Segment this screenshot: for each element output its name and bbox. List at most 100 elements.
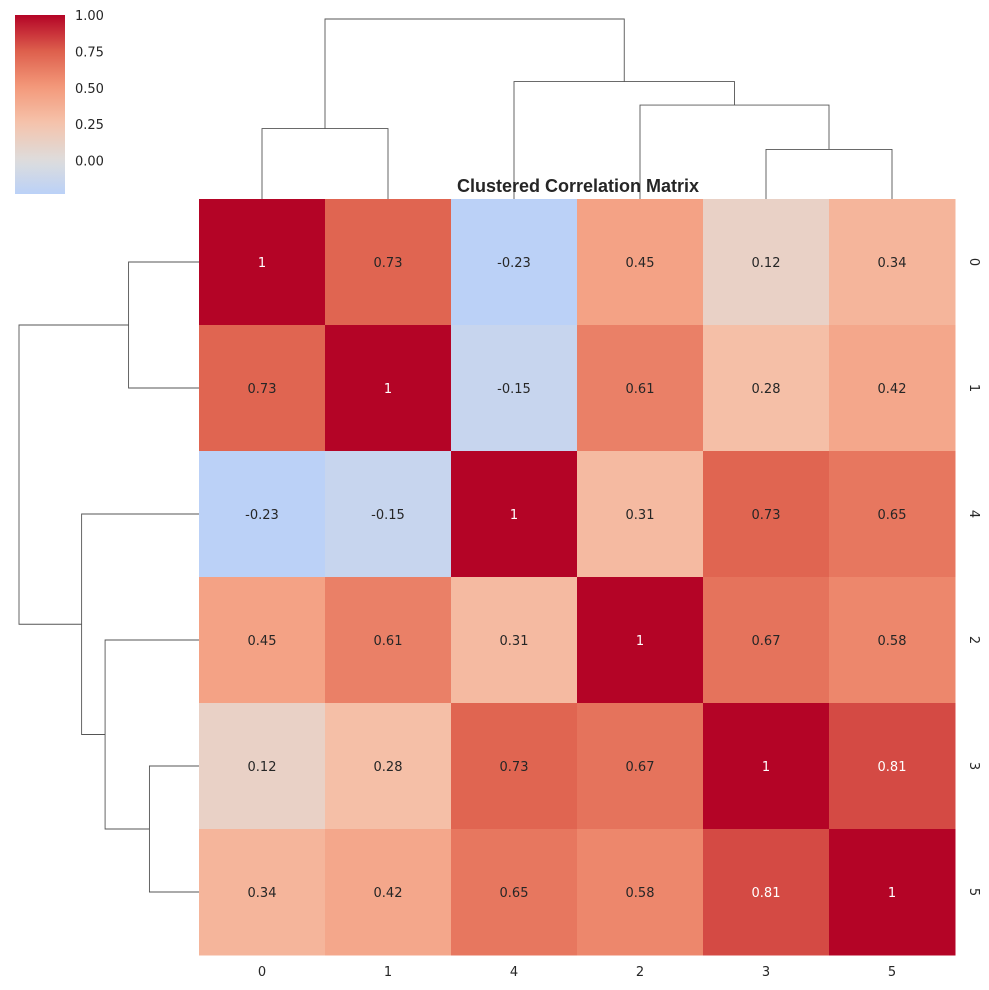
x-tick-labels: 0 1 4 2 3 5: [258, 965, 896, 980]
cell-annotation: 0.12: [752, 256, 781, 271]
heatmap-cell: [829, 325, 956, 452]
dendrogram-link: [639, 104, 830, 199]
heatmap-cell: [325, 199, 452, 326]
y-tick-label: 2: [966, 636, 981, 644]
cell-annotation: 0.58: [878, 634, 907, 649]
colorbar: 1.00 0.75 0.50 0.25 0.00: [15, 9, 104, 194]
column-dendrogram: [261, 18, 893, 199]
heatmap-cell: [577, 199, 704, 326]
dendrogram-link: [104, 639, 199, 830]
heatmap-cell: [703, 451, 830, 578]
heatmap-cell: [577, 577, 704, 704]
cell-annotation: 1: [636, 634, 644, 649]
x-tick-label: 0: [258, 965, 266, 980]
heatmap-cell: [451, 451, 578, 578]
cell-annotation: 0.73: [374, 256, 403, 271]
cell-annotation: 0.34: [248, 886, 277, 901]
y-tick-label: 4: [966, 510, 981, 518]
cell-annotation: 1: [384, 382, 392, 397]
dendrogram-link: [261, 128, 389, 199]
colorbar-tick-label: 1.00: [75, 9, 104, 24]
heatmap-cell: [703, 577, 830, 704]
cell-annotation: 0.65: [878, 508, 907, 523]
dendrogram-link: [81, 513, 199, 735]
cell-annotation: -0.23: [245, 508, 279, 523]
cell-annotation: 0.31: [500, 634, 529, 649]
y-tick-labels: 0 1 4 2 3 5: [966, 258, 981, 896]
cell-annotation: 0.42: [878, 382, 907, 397]
cell-annotation: 0.73: [248, 382, 277, 397]
cell-annotation: 0.61: [374, 634, 403, 649]
heatmap-cell: [703, 199, 830, 326]
heatmap-cell: [325, 577, 452, 704]
cell-annotation: 1: [888, 886, 896, 901]
heatmap-cell: [325, 325, 452, 452]
cell-annotation: -0.15: [497, 382, 531, 397]
cell-annotation: 1: [510, 508, 518, 523]
heatmap-cell: [325, 451, 452, 578]
cell-annotation: 0.28: [752, 382, 781, 397]
x-tick-label: 5: [888, 965, 896, 980]
cell-annotation: 0.67: [626, 760, 655, 775]
heatmap-cell: [829, 703, 956, 830]
heatmap-cell: [829, 829, 956, 956]
dendrogram-link: [148, 765, 199, 893]
cell-annotation: 0.42: [374, 886, 403, 901]
cell-annotation: 0.73: [752, 508, 781, 523]
heatmap-cell: [703, 325, 830, 452]
x-tick-label: 4: [510, 965, 518, 980]
cell-annotation: 0.67: [752, 634, 781, 649]
y-tick-label: 3: [966, 762, 981, 770]
dendrogram-link: [765, 148, 893, 199]
dendrogram-link: [324, 18, 625, 129]
x-tick-label: 2: [636, 965, 644, 980]
colorbar-tick-label: 0.25: [75, 118, 104, 133]
heatmap-cell: [577, 325, 704, 452]
heatmap-cell: [829, 451, 956, 578]
dendrogram-link: [18, 324, 129, 625]
heatmap-cell: [451, 577, 578, 704]
cell-annotation: 0.81: [752, 886, 781, 901]
cell-annotation: 0.61: [626, 382, 655, 397]
heatmap-cell: [199, 703, 326, 830]
heatmap-cell: [703, 703, 830, 830]
heatmap-grid: 1 0.73 -0.23 0.45 0.12 0.34 0.73 1 -0.15 0.61 0.28…: [199, 199, 956, 956]
heatmap-cell: [703, 829, 830, 956]
y-tick-label: 0: [966, 258, 981, 266]
dendrogram-link: [513, 81, 735, 199]
heatmap-cell: [451, 829, 578, 956]
cell-annotation: 1: [762, 760, 770, 775]
cell-annotation: 0.45: [626, 256, 655, 271]
x-tick-label: 3: [762, 965, 770, 980]
cell-annotation: 0.45: [248, 634, 277, 649]
row-dendrogram: [18, 261, 199, 893]
cell-annotation: -0.23: [497, 256, 531, 271]
y-tick-label: 5: [966, 888, 981, 896]
y-tick-label: 1: [966, 384, 981, 392]
colorbar-tick-label: 0.00: [75, 155, 104, 170]
cell-annotation: 0.12: [248, 760, 277, 775]
heatmap-cell: [829, 577, 956, 704]
heatmap-cell: [199, 577, 326, 704]
heatmap-cell: [451, 325, 578, 452]
heatmap-cell: [829, 199, 956, 326]
heatmap-cell: [199, 199, 326, 326]
heatmap-cell: [325, 829, 452, 956]
x-tick-label: 1: [384, 965, 392, 980]
chart-title: Clustered Correlation Matrix: [457, 176, 699, 196]
heatmap-cell: [577, 703, 704, 830]
dendrogram-link: [128, 261, 199, 389]
cell-annotation: 1: [258, 256, 266, 271]
heatmap-cell: [577, 829, 704, 956]
heatmap-cell: [325, 703, 452, 830]
heatmap-cell: [577, 451, 704, 578]
cell-annotation: 0.73: [500, 760, 529, 775]
cell-annotation: 0.81: [878, 760, 907, 775]
heatmap-cell: [199, 325, 326, 452]
heatmap-cell: [451, 703, 578, 830]
colorbar-tick-label: 0.75: [75, 45, 104, 60]
cell-annotation: 0.65: [500, 886, 529, 901]
cell-annotation: 0.28: [374, 760, 403, 775]
cell-annotation: 0.34: [878, 256, 907, 271]
